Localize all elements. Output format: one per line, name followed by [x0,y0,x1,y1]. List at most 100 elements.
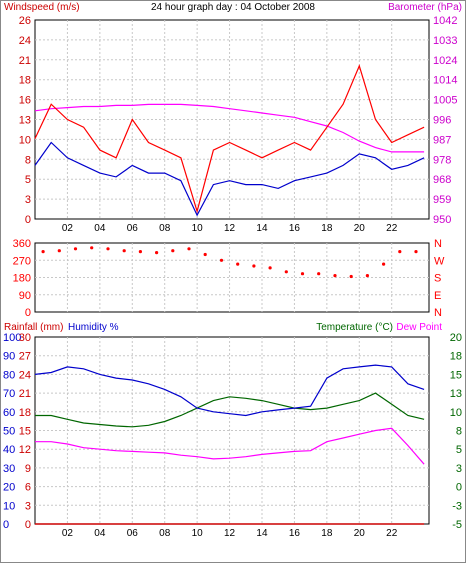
wind-direction-point [219,258,224,262]
wind-direction-point [284,270,288,274]
temperature-tick-label: 15 [450,369,462,381]
barometer-tick-label: 1033 [433,35,457,47]
windspeed-tick-label: 13 [19,115,31,127]
barometer-tick-label: 950 [433,214,451,226]
wind-direction-point [382,262,386,266]
rainfall-axis-label: Rainfall (mm) [4,322,63,333]
rainfall-tick-label: 15 [19,426,31,438]
temperature-tick-label: -5 [452,519,462,531]
wind-direction-point [155,251,159,255]
x-tick-label: 10 [192,528,204,539]
wind-direction-point [414,250,418,254]
x-tick-label: 04 [94,528,106,539]
humidity-tick-label: 60 [3,407,15,419]
barometer-tick-label: 959 [433,194,451,206]
x-tick-label: 04 [94,223,106,234]
humidity-tick-label: 30 [3,463,15,475]
x-tick-label: 14 [256,528,268,539]
barometer-tick-label: 1014 [433,75,457,87]
barometer-tick-label: 1042 [433,15,457,27]
temperature-tick-label: 13 [450,388,462,400]
x-tick-label: 06 [127,528,139,539]
humidity-tick-label: 100 [3,332,21,344]
x-tick-label: 08 [159,223,171,234]
direction-degree-tick: 360 [13,238,31,250]
x-tick-label: 06 [127,223,139,234]
x-tick-label: 12 [224,528,236,539]
windspeed-axis-label: Windspeed (m/s) [4,2,80,13]
wind-direction-point [187,247,191,251]
x-tick-label: 18 [321,528,333,539]
x-tick-label: 10 [192,223,204,234]
wind-average-line [34,141,425,217]
humidity-tick-label: 50 [3,426,15,438]
temperature-tick-label: 0 [456,482,462,494]
wind-direction-point [300,272,305,276]
direction-compass-tick: W [434,255,445,267]
wind-direction-point [90,246,94,250]
dewpoint-line [35,427,425,465]
humidity-tick-label: 20 [3,482,15,494]
wind-direction-point [106,247,110,251]
temperature-tick-label: 20 [450,332,462,344]
x-tick-label: 16 [289,528,301,539]
x-tick-label: 22 [386,223,398,234]
wind-direction-point [333,274,337,278]
windspeed-tick-label: 24 [19,35,31,47]
wind-direction-point [138,250,142,254]
x-tick-label: 20 [354,528,366,539]
chart-title: 24 hour graph day : 04 October 2008 [151,2,315,13]
direction-degree-tick: 180 [13,273,31,285]
temperature-axis-label: Temperature (°C) [316,322,393,333]
direction-degree-tick: 90 [19,290,31,302]
barometer-tick-label: 978 [433,154,451,166]
x-tick-label: 22 [386,528,398,539]
rainfall-tick-label: 6 [25,482,31,494]
x-tick-label: 18 [321,223,333,234]
rainfall-tick-label: 18 [19,407,31,419]
direction-degree-tick: 270 [13,255,31,267]
windspeed-tick-label: 3 [25,194,31,206]
windspeed-tick-label: 16 [19,95,31,107]
direction-compass-tick: N [434,307,442,319]
wind-direction-point [349,274,353,279]
humidity-line [34,364,425,417]
temperature-tick-label: 8 [456,426,462,438]
dewpoint-axis-label: Dew Point [396,322,442,333]
x-tick-label: 02 [62,223,74,234]
x-tick-label: 12 [224,223,236,234]
x-tick-label: 14 [256,223,268,234]
wind-direction-point [73,247,78,251]
rainfall-tick-label: 30 [19,332,31,344]
wind-direction-point [268,266,272,270]
temperature-tick-label: 10 [450,407,462,419]
barometer-tick-label: 968 [433,174,451,186]
humidity-axis-label: Humidity % [68,322,119,333]
wind-direction-point [252,264,256,268]
rainfall-tick-label: 0 [25,519,31,531]
barometer-tick-label: 996 [433,115,451,127]
windspeed-tick-label: 8 [25,154,31,166]
wind-direction-point [236,262,240,266]
windspeed-barometer-plot: 0 3 5 8 10 13 16 18 21 24 26 950 959 968 978 987 996 1005… [19,15,458,234]
barometer-tick-label: 1005 [433,95,457,107]
windspeed-tick-label: 0 [25,214,31,226]
wind-gust-line [34,64,425,214]
temperature-tick-label: 3 [456,463,462,475]
direction-compass-tick: S [434,273,441,285]
barometer-axis-label: Barometer (hPa) [388,2,462,13]
direction-degree-tick: 0 [25,307,31,319]
wind-direction-point [41,250,45,254]
rainfall-tick-label: 12 [19,444,31,456]
wind-direction-point [122,249,126,253]
direction-compass-tick: E [434,290,441,302]
wind-direction-point [398,250,402,254]
humidity-tick-label: 90 [3,351,15,363]
rainfall-tick-label: 21 [19,388,31,400]
windspeed-tick-label: 5 [25,174,31,186]
humidity-tick-label: 10 [3,500,15,512]
temperature-line [35,392,425,428]
rainfall-tick-label: 24 [19,369,31,381]
